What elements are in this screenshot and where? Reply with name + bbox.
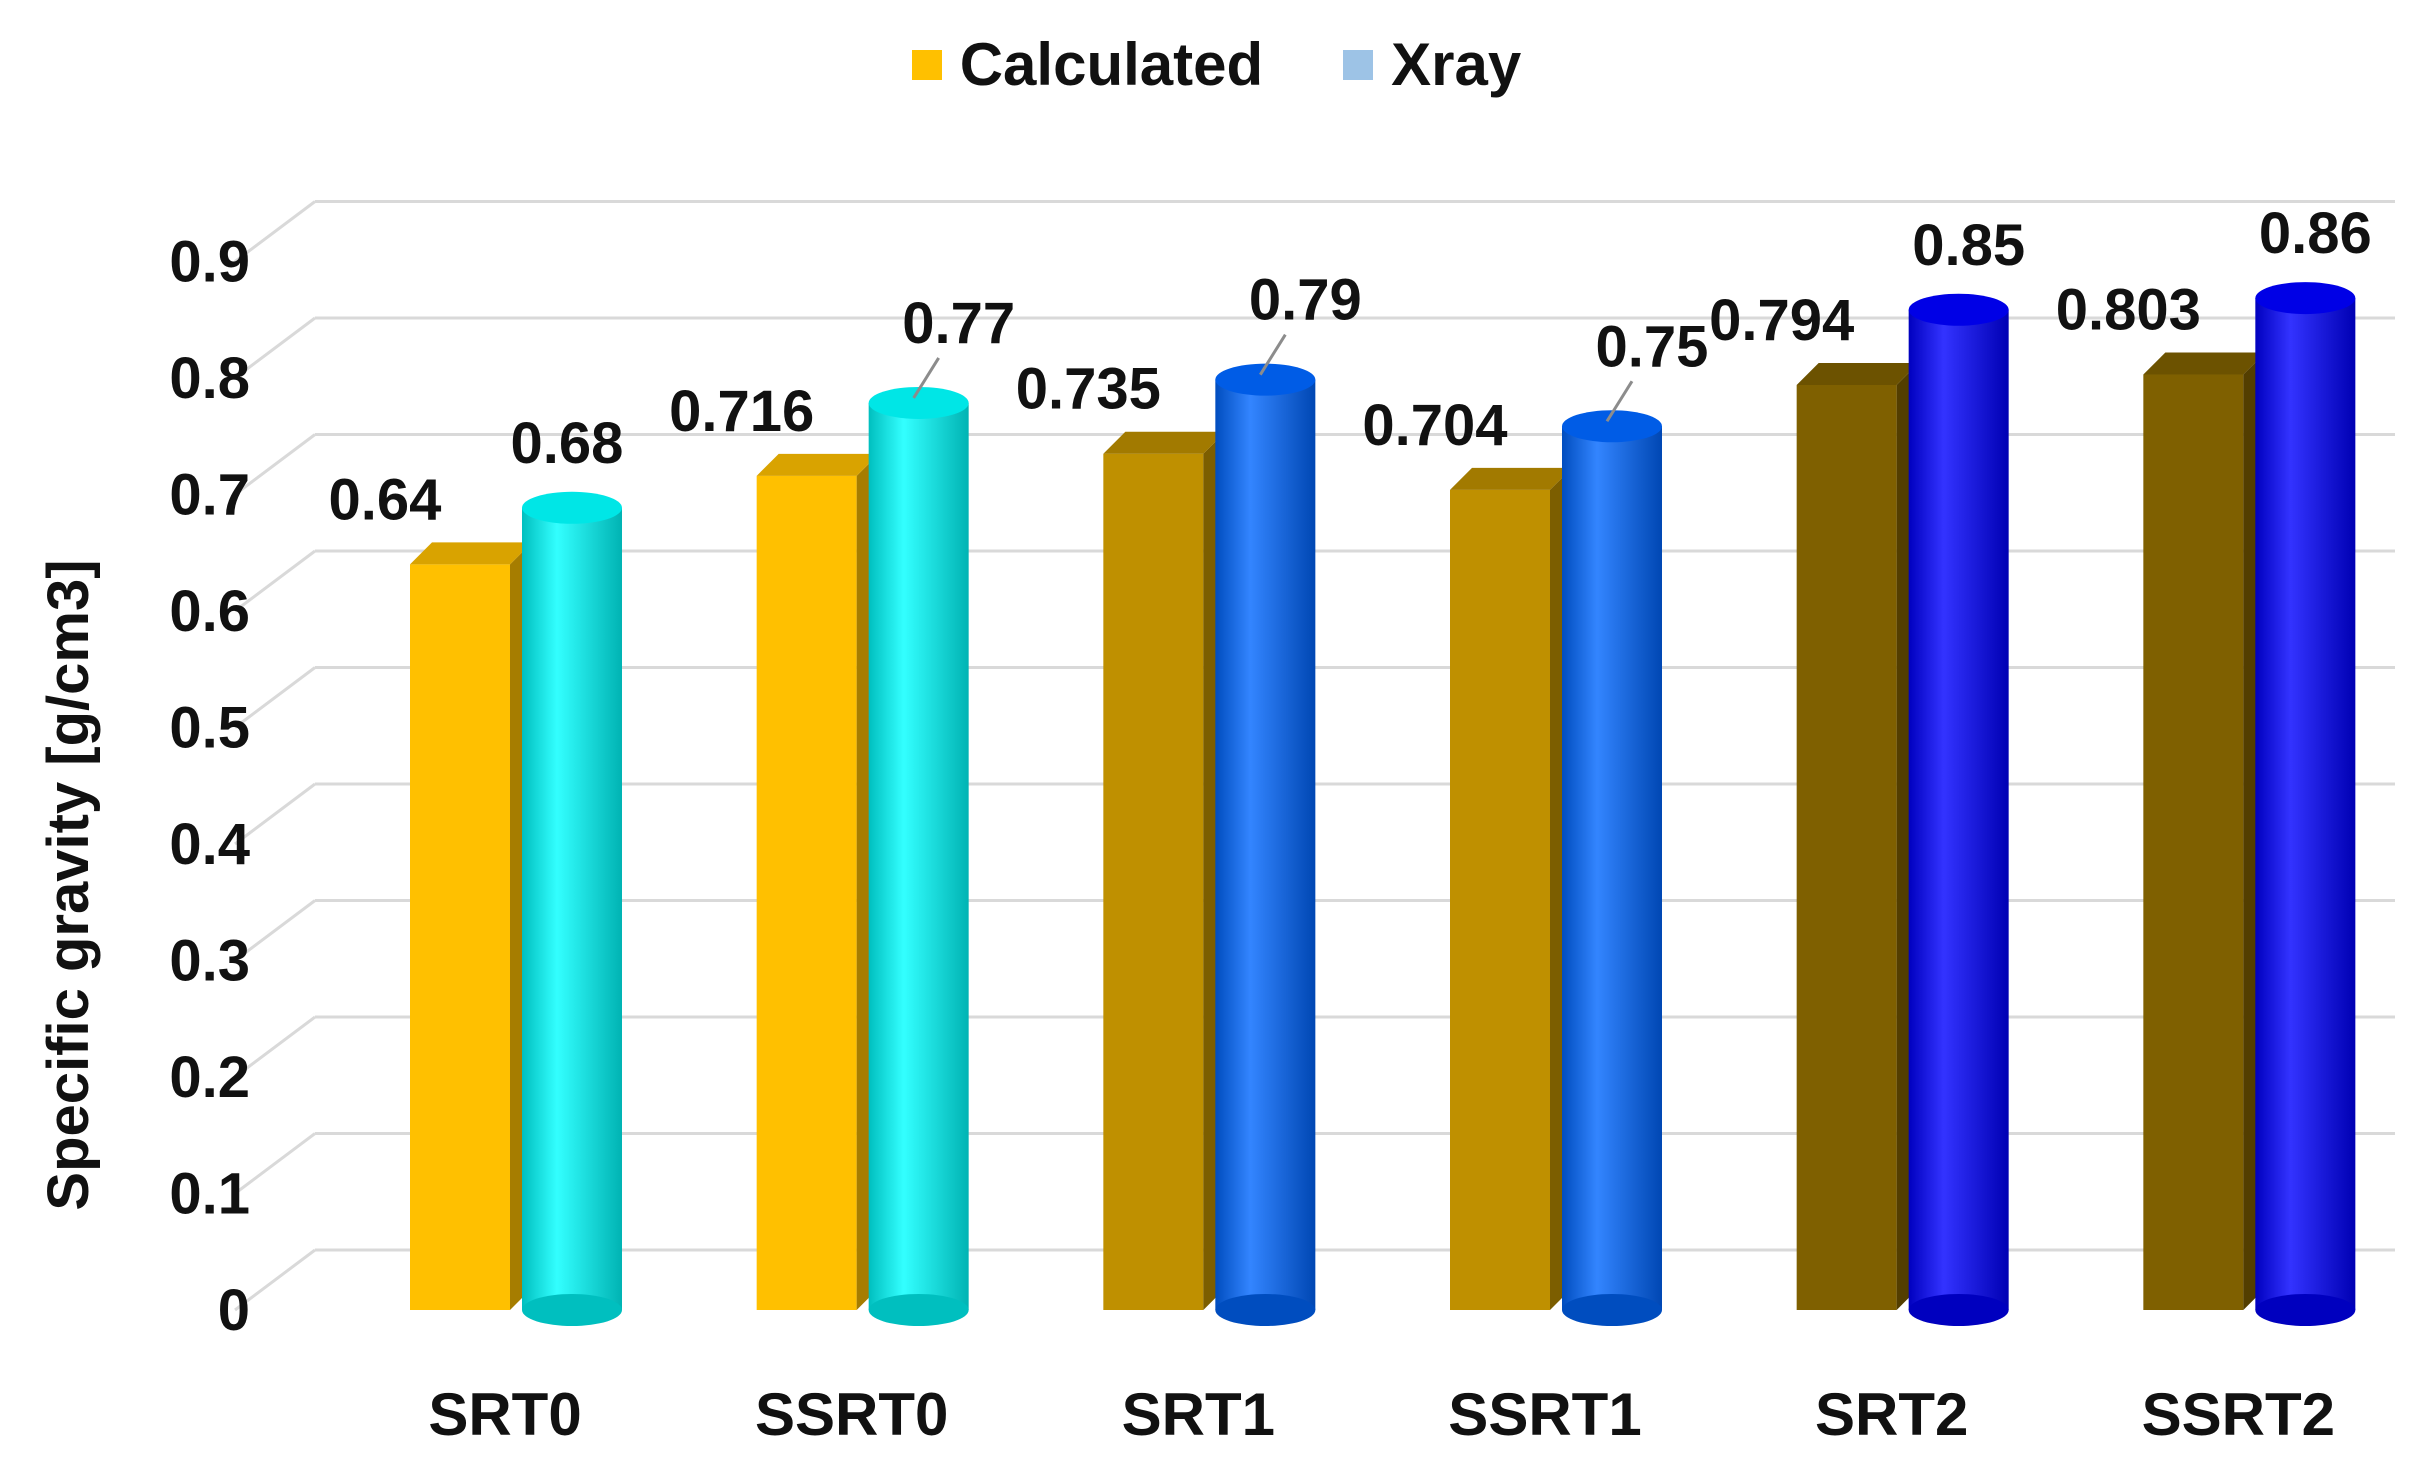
x-tick-label: SSRT2	[2142, 1381, 2335, 1448]
legend-item-xray: Xray	[1343, 30, 1521, 99]
bar-calculated-top	[410, 542, 532, 565]
y-tick-label: 0.1	[169, 1162, 250, 1227]
x-tick-label: SRT1	[1122, 1381, 1275, 1448]
y-tick-label: 0.6	[169, 579, 250, 644]
x-tick-label: SRT0	[428, 1381, 581, 1448]
data-label-xray: 0.75	[1596, 314, 1709, 379]
data-label-calculated: 0.64	[329, 467, 442, 532]
data-label-calculated: 0.794	[1709, 288, 1854, 353]
legend-swatch-calculated	[911, 49, 942, 80]
bar-xray-base	[1908, 1294, 2009, 1326]
y-tick-label: 0	[218, 1278, 250, 1343]
gridline-side	[234, 666, 316, 729]
y-tick-label: 0.8	[169, 346, 250, 411]
data-label-xray: 0.86	[2259, 201, 2372, 266]
data-label-leader	[912, 357, 940, 399]
y-tick-label: 0.9	[169, 230, 250, 295]
data-label-leader	[1605, 380, 1634, 423]
bar-calculated	[410, 564, 510, 1310]
y-tick-label: 0.3	[169, 929, 250, 994]
data-label-calculated: 0.716	[669, 379, 814, 444]
bar-xray-base	[2255, 1294, 2356, 1326]
bar-xray-top	[1908, 293, 2009, 326]
gridline-side	[234, 200, 316, 263]
data-label-leader	[1259, 333, 1287, 376]
x-tick-label: SRT2	[1815, 1381, 1968, 1448]
legend-label-xray: Xray	[1391, 31, 1522, 98]
y-tick-label: 0.7	[169, 463, 250, 528]
bar-xray	[2255, 298, 2356, 1311]
legend-label-calculated: Calculated	[959, 31, 1264, 98]
legend-item-calculated: Calculated	[911, 30, 1264, 99]
bar-xray	[1908, 309, 2009, 1310]
data-label-xray: 0.85	[1912, 213, 2025, 278]
bar-xray	[1215, 379, 1316, 1310]
legend-swatch-xray	[1343, 49, 1374, 80]
bar-xray-top	[868, 386, 969, 419]
bar-calculated	[756, 475, 857, 1310]
bar-xray-base	[1215, 1294, 1316, 1326]
gridline-side	[234, 549, 316, 613]
data-label-calculated: 0.803	[2056, 278, 2201, 343]
bar-calculated	[2143, 374, 2244, 1310]
bar-xray	[868, 402, 969, 1310]
data-label-calculated: 0.704	[1362, 393, 1507, 458]
data-label-calculated: 0.735	[1016, 357, 1161, 422]
y-tick-label: 0.5	[169, 696, 250, 761]
bar-calculated	[1450, 489, 1550, 1311]
bar-calculated-top	[1796, 362, 1919, 385]
bar-xray	[1562, 426, 1662, 1310]
gridline-side	[234, 899, 316, 962]
gridline-side	[234, 782, 316, 846]
gridline-side	[234, 316, 316, 380]
x-tick-label: SSRT1	[1448, 1381, 1641, 1448]
data-label-xray: 0.77	[902, 291, 1015, 356]
gridline-side	[234, 1248, 316, 1312]
legend: Calculated Xray	[0, 30, 2433, 99]
bar-calculated	[1103, 453, 1204, 1311]
gridline-side	[234, 433, 316, 496]
data-label-xray: 0.68	[511, 411, 624, 476]
y-tick-label: 0.2	[169, 1045, 250, 1110]
bar-xray-top	[1562, 410, 1662, 443]
bar-xray-top	[2255, 282, 2356, 315]
y-tick-label: 0.4	[169, 812, 250, 877]
bar-calculated-top	[2143, 352, 2266, 375]
bar-xray	[522, 507, 622, 1310]
data-label-xray: 0.79	[1249, 268, 1362, 333]
bar-xray-base	[868, 1294, 969, 1326]
bar-xray-top	[1215, 363, 1316, 396]
bar-calculated-top	[1103, 431, 1226, 454]
bar-xray-top	[522, 491, 622, 524]
bar-calculated-top	[1450, 467, 1572, 490]
gridline-side	[234, 1132, 316, 1195]
x-tick-label: SSRT0	[755, 1381, 948, 1448]
bar-calculated-top	[756, 453, 879, 476]
gridline-side	[234, 1015, 316, 1079]
y-axis-title: Specific gravity [g/cm3]	[36, 559, 101, 1210]
bar-xray-base	[522, 1294, 622, 1326]
bar-xray-base	[1562, 1294, 1662, 1326]
bar-calculated	[1796, 384, 1897, 1310]
